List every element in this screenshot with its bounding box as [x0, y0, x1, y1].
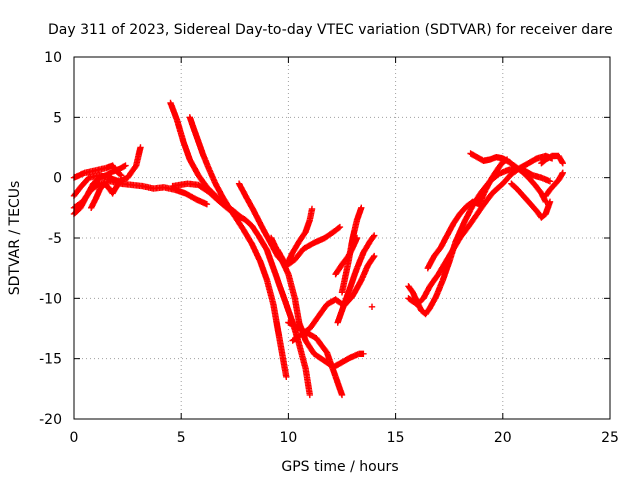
y-axis-title: SDTVAR / TECUs	[7, 181, 23, 296]
data-point-markers	[338, 204, 365, 296]
y-tick-label: 10	[44, 50, 62, 66]
data-series-track-5	[88, 176, 125, 211]
y-tick-label: -10	[39, 291, 62, 307]
data-series-track-11	[274, 205, 316, 269]
x-tick-label: 0	[70, 430, 79, 446]
data-series-track-16	[338, 204, 365, 296]
data-series-track-8	[169, 180, 313, 399]
y-tick-label: 0	[53, 171, 62, 187]
data-series-track-14	[334, 232, 378, 326]
chart-title: Day 311 of 2023, Sidereal Day-to-day VTE…	[48, 22, 613, 38]
data-series-track-21	[467, 150, 549, 205]
data-series-track-23	[538, 152, 566, 167]
x-tick-label: 20	[494, 430, 512, 446]
x-tick-label: 5	[177, 430, 186, 446]
y-tick-label: 5	[53, 110, 62, 126]
data-point-markers	[186, 114, 290, 380]
data-point-markers	[467, 150, 549, 205]
data-point-markers	[334, 232, 378, 326]
x-tick-label: 15	[387, 430, 405, 446]
x-axis-title: GPS time / hours	[281, 459, 398, 475]
data-point-markers	[169, 180, 313, 399]
data-point-markers	[508, 180, 554, 221]
grid-layer	[74, 57, 610, 419]
data-series-track-19	[405, 152, 556, 308]
y-tick-label: -15	[39, 352, 62, 368]
data-point-markers	[368, 303, 376, 310]
x-tick-label: 25	[601, 430, 619, 446]
data-point-markers	[424, 156, 511, 272]
data-point-markers	[274, 205, 316, 269]
tick-label-layer: 0 5 10 15 20 25 -20 -15 -10 -5 0 5 10	[39, 50, 619, 446]
plot-frame	[73, 56, 611, 420]
data-series-track-7	[186, 114, 290, 380]
data-point-markers	[542, 169, 566, 199]
x-tick-label: 10	[279, 430, 297, 446]
y-tick-label: -5	[48, 231, 62, 247]
y-tick-label: -20	[39, 412, 62, 428]
data-series-track-20	[424, 156, 511, 272]
data-point-markers	[405, 152, 556, 308]
series-layer	[70, 99, 566, 399]
data-series-track-24	[542, 169, 566, 199]
data-point-markers	[88, 176, 125, 211]
data-series-track-22	[508, 180, 554, 221]
data-point-markers	[538, 152, 566, 167]
data-series-track-17	[368, 303, 376, 310]
